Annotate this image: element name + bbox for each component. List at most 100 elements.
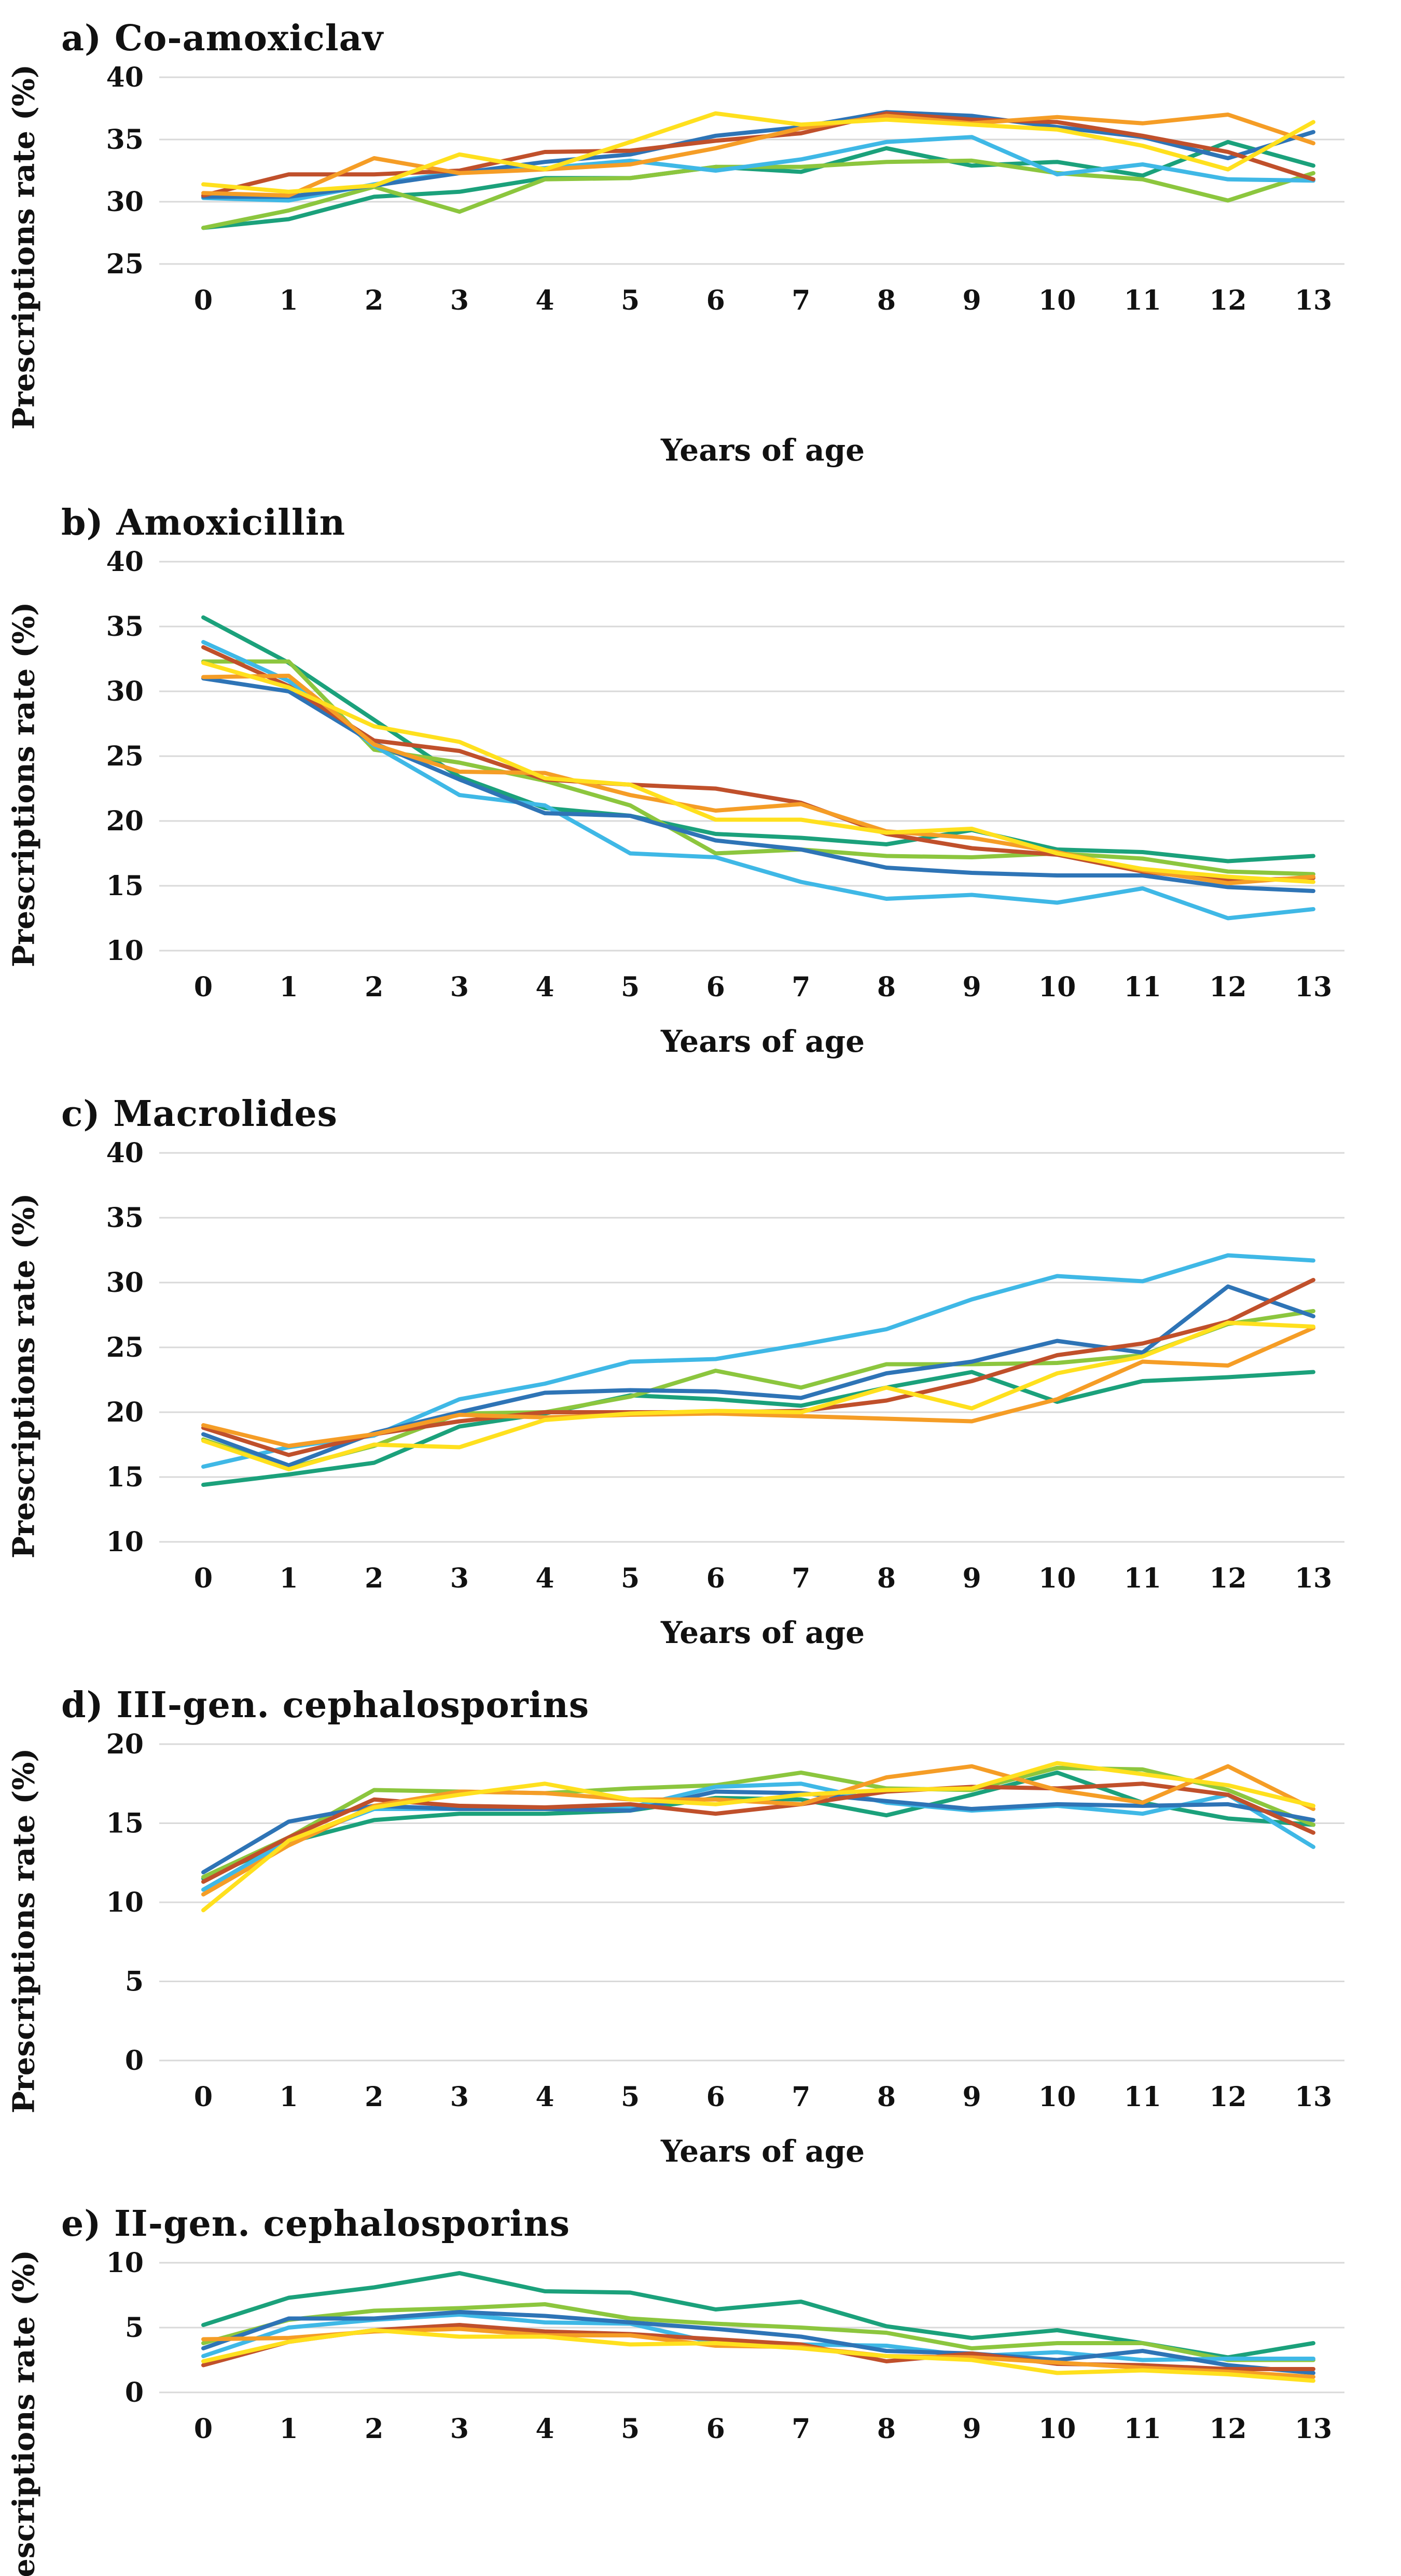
chart-row-b: Prescriptions rate (%) 40 35 30 25 20 15 10 0 1 2 3… bbox=[0, 549, 1401, 1021]
y-tick-label: 35 bbox=[106, 611, 144, 643]
y-tick-label: 25 bbox=[106, 248, 144, 280]
series-line-2017 bbox=[201, 1326, 1315, 1449]
x-tick-label: 10 bbox=[1038, 285, 1076, 316]
series-line-2016 bbox=[201, 1781, 1315, 1884]
series-line-2017 bbox=[201, 113, 1315, 198]
y-tick-label: 30 bbox=[106, 676, 144, 707]
x-tick-label: 12 bbox=[1209, 2081, 1246, 2113]
x-tick-label: 7 bbox=[792, 2413, 810, 2445]
chart-row-d: Prescriptions rate (%) 20 15 10 5 0 0 1 2 3 4 5 6 7 8 9… bbox=[0, 1731, 1401, 2131]
series-line-2012 bbox=[201, 140, 1315, 230]
series-line-2014 bbox=[201, 640, 1315, 921]
x-tick-label: 4 bbox=[535, 2081, 554, 2113]
series-line-2013 bbox=[201, 1766, 1315, 1879]
series-line-2013 bbox=[201, 2302, 1315, 2362]
x-tick-label: 0 bbox=[194, 2413, 213, 2445]
x-tick-label: 6 bbox=[706, 2413, 725, 2445]
y-tick-label: 15 bbox=[106, 1808, 144, 1840]
y-axis-title-b: Prescriptions rate (%) bbox=[6, 602, 41, 968]
y-tick-label: 30 bbox=[106, 1267, 144, 1299]
chart-panel-c: c) Macrolides Prescriptions rate (%) 40 35 3… bbox=[0, 1093, 1401, 1650]
x-tick-label: 8 bbox=[877, 2081, 896, 2113]
y-axis-title-a: Prescriptions rate (%) bbox=[6, 64, 41, 430]
y-tick-label: 40 bbox=[106, 549, 144, 578]
x-tick-label: 1 bbox=[280, 285, 298, 316]
y-tick-label: 40 bbox=[106, 1140, 144, 1169]
x-tick-label: 1 bbox=[280, 971, 298, 1003]
y-tick-label: 0 bbox=[125, 2377, 144, 2408]
x-tick-label: 4 bbox=[535, 1563, 554, 1594]
x-tick-label: 13 bbox=[1295, 971, 1332, 1003]
x-tick-label: 4 bbox=[535, 2413, 554, 2445]
x-tick-label: 12 bbox=[1209, 285, 1246, 316]
y-axis-title-c: Prescriptions rate (%) bbox=[6, 1193, 41, 1559]
x-tick-label: 4 bbox=[535, 285, 554, 316]
x-tick-label: 13 bbox=[1295, 1563, 1332, 1594]
chart-panel-d: d) III-gen. cephalosporins Prescriptions … bbox=[0, 1684, 1401, 2169]
x-tick-label: 10 bbox=[1038, 2413, 1076, 2445]
series-line-2018 bbox=[201, 2328, 1315, 2383]
x-tick-label: 2 bbox=[365, 1563, 383, 1594]
x-tick-label: 7 bbox=[792, 285, 810, 316]
chart-row-c: Prescriptions rate (%) 40 35 30 25 20 15 10 0 1 2 3… bbox=[0, 1140, 1401, 1612]
x-tick-label: 9 bbox=[962, 2413, 981, 2445]
y-tick-label: 10 bbox=[106, 1887, 144, 1918]
x-tick-label: 2 bbox=[365, 971, 383, 1003]
y-tick-label: 25 bbox=[106, 741, 144, 772]
x-tick-label: 6 bbox=[706, 2081, 725, 2113]
x-tick-label: 9 bbox=[962, 2081, 981, 2113]
y-tick-label: 40 bbox=[106, 64, 144, 93]
series-line-2012 bbox=[201, 1771, 1315, 1881]
x-tick-label: 13 bbox=[1295, 2413, 1332, 2445]
x-tick-label: 11 bbox=[1124, 1563, 1161, 1594]
series-line-2014 bbox=[201, 1781, 1315, 1892]
x-tick-label: 11 bbox=[1124, 2081, 1161, 2113]
x-axis-title-c: Years of age bbox=[660, 1615, 865, 1651]
series-line-2012 bbox=[201, 1370, 1315, 1487]
x-tick-label: 9 bbox=[962, 971, 981, 1003]
x-tick-label: 1 bbox=[280, 2413, 298, 2445]
x-axis-title-b: Years of age bbox=[660, 1024, 865, 1060]
y-tick-label: 35 bbox=[106, 1202, 144, 1234]
x-tick-label: 8 bbox=[877, 971, 896, 1003]
y-tick-label: 0 bbox=[125, 2045, 144, 2077]
x-tick-label: 12 bbox=[1209, 971, 1246, 1003]
x-tick-label: 0 bbox=[194, 2081, 213, 2113]
x-tick-label: 2 bbox=[365, 2081, 383, 2113]
x-tick-label: 7 bbox=[792, 2081, 810, 2113]
x-tick-label: 5 bbox=[621, 1563, 640, 1594]
x-axis-title-a: Years of age bbox=[660, 433, 865, 468]
panel-title-c: c) Macrolides bbox=[61, 1093, 338, 1135]
panel-title-e: e) II-gen. cephalosporins bbox=[61, 2203, 571, 2245]
x-tick-label: 13 bbox=[1295, 285, 1332, 316]
y-tick-label: 5 bbox=[125, 1966, 144, 1998]
x-tick-label: 12 bbox=[1209, 1563, 1246, 1594]
x-tick-label: 10 bbox=[1038, 971, 1076, 1003]
x-tick-label: 10 bbox=[1038, 1563, 1076, 1594]
x-tick-label: 0 bbox=[194, 285, 213, 316]
x-tick-label: 1 bbox=[280, 2081, 298, 2113]
chart-panel-b: b) Amoxicillin Prescriptions rate (%) 40 35… bbox=[0, 502, 1401, 1059]
panel-title-d: d) III-gen. cephalosporins bbox=[61, 1684, 590, 1726]
y-tick-label: 5 bbox=[125, 2312, 144, 2344]
x-axis-title-d: Years of age bbox=[660, 2134, 865, 2169]
chart-row-e: Prescriptions rate (%) 10 5 0 0 1 2 3 4 5 6 7 8 9 10 11… bbox=[0, 2250, 1401, 2576]
series-line-2016 bbox=[201, 1278, 1315, 1457]
x-tick-label: 5 bbox=[621, 2081, 640, 2113]
x-tick-label: 6 bbox=[706, 1563, 725, 1594]
x-tick-label: 5 bbox=[621, 2413, 640, 2445]
x-tick-label: 11 bbox=[1124, 2413, 1161, 2445]
y-tick-label: 15 bbox=[106, 870, 144, 902]
x-tick-label: 1 bbox=[280, 1563, 298, 1594]
series-line-2018 bbox=[201, 1320, 1315, 1472]
x-tick-label: 2 bbox=[365, 285, 383, 316]
y-tick-label: 10 bbox=[106, 1526, 144, 1558]
x-tick-label: 8 bbox=[877, 2413, 896, 2445]
y-tick-label: 30 bbox=[106, 186, 144, 218]
x-tick-label: 6 bbox=[706, 971, 725, 1003]
x-tick-label: 11 bbox=[1124, 971, 1161, 1003]
x-tick-label: 3 bbox=[450, 971, 469, 1003]
series-line-2015 bbox=[201, 2310, 1315, 2375]
